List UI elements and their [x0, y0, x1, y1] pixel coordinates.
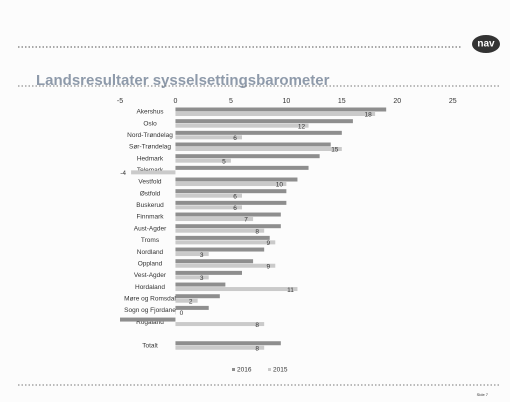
category-label: Sogn og Fjordane — [124, 307, 176, 314]
category-label: Buskerud — [136, 202, 164, 209]
legend-swatch — [268, 368, 271, 371]
data-label: 9 — [266, 240, 270, 247]
bar — [175, 123, 309, 128]
category-label: Nordland — [137, 249, 164, 256]
data-label: 15 — [331, 147, 339, 154]
bar — [175, 275, 209, 280]
bar — [175, 142, 331, 147]
bar — [175, 294, 220, 299]
data-label: 9 — [266, 263, 270, 270]
chart-title: Landsresultater sysselsettingsbarometer — [36, 72, 330, 89]
category-label: Aust-Agder — [134, 225, 167, 232]
bar — [175, 154, 320, 159]
bar — [175, 112, 376, 116]
logo-badge — [472, 35, 500, 53]
bar — [175, 217, 254, 222]
data-label: 10 — [276, 182, 284, 189]
data-label: 11 — [287, 287, 294, 294]
data-label: 5 — [222, 158, 226, 165]
category-label: Akershus — [136, 109, 164, 116]
logo: nav — [477, 39, 495, 50]
bar — [175, 182, 287, 187]
x-tick-label: -5 — [117, 98, 123, 105]
bar — [175, 193, 242, 198]
page-number: Side 7 — [477, 392, 489, 397]
data-label: 3 — [200, 275, 204, 282]
category-label: Vestfold — [138, 179, 162, 186]
bar — [175, 298, 198, 303]
category-label: Hedmark — [137, 155, 164, 162]
category-label: Rogaland — [136, 319, 164, 326]
bar — [175, 341, 281, 346]
data-label: 6 — [233, 135, 237, 142]
bar — [175, 247, 265, 252]
bar — [175, 135, 242, 140]
bar — [175, 263, 276, 268]
category-label: Hordaland — [135, 284, 165, 291]
category-label: Troms — [141, 237, 160, 244]
data-label: 6 — [233, 193, 237, 200]
data-label: 2 — [189, 298, 193, 305]
x-tick-label: 10 — [282, 98, 290, 105]
bar — [175, 119, 353, 124]
data-label: 8 — [255, 322, 259, 329]
x-tick-label: 0 — [174, 98, 178, 105]
x-tick-label: 25 — [449, 98, 457, 105]
category-label: Vest-Agder — [134, 272, 167, 279]
bar — [131, 170, 176, 175]
bar — [175, 205, 242, 210]
x-tick-label: 20 — [393, 98, 401, 105]
bar — [175, 189, 287, 194]
data-label: 12 — [298, 123, 306, 130]
bar — [175, 165, 309, 170]
category-label: Nord-Trøndelag — [127, 132, 173, 139]
bar — [175, 345, 265, 350]
bar — [175, 158, 231, 163]
bar — [175, 282, 226, 287]
data-label: 8 — [255, 345, 259, 352]
category-label: Oslo — [143, 120, 157, 127]
bar — [175, 240, 276, 245]
bar — [175, 107, 387, 112]
data-label: 0 — [180, 310, 184, 317]
data-label: 18 — [364, 112, 372, 119]
data-label: 6 — [233, 205, 237, 212]
bar — [175, 259, 254, 264]
category-label: Finnmark — [136, 214, 164, 221]
bar — [175, 130, 342, 135]
bar — [175, 310, 176, 315]
category-label: Totalt — [142, 342, 158, 349]
legend-label: 2015 — [273, 367, 288, 374]
x-tick-label: 15 — [338, 98, 346, 105]
category-label: Sør-Trøndelag — [129, 144, 171, 151]
category-label: Møre og Romsdal — [124, 295, 176, 302]
category-label: Oppland — [138, 260, 163, 267]
bar — [175, 200, 287, 205]
data-label: 7 — [244, 217, 248, 224]
bar — [175, 287, 298, 292]
bar — [175, 224, 281, 229]
x-tick-label: 5 — [229, 98, 233, 105]
bar — [175, 270, 242, 275]
data-label: -4 — [120, 170, 126, 177]
data-label: 8 — [255, 228, 259, 235]
bar — [120, 317, 176, 322]
bar — [175, 235, 270, 240]
bar — [175, 177, 298, 182]
legend-swatch — [232, 368, 235, 371]
bar — [175, 228, 265, 233]
bar — [175, 322, 265, 327]
bar — [175, 212, 281, 217]
data-label: 3 — [200, 252, 204, 259]
bar — [175, 147, 342, 152]
category-label: Østfold — [140, 190, 161, 197]
bar — [175, 305, 209, 310]
bar — [175, 252, 209, 257]
legend-label: 2016 — [237, 367, 252, 374]
